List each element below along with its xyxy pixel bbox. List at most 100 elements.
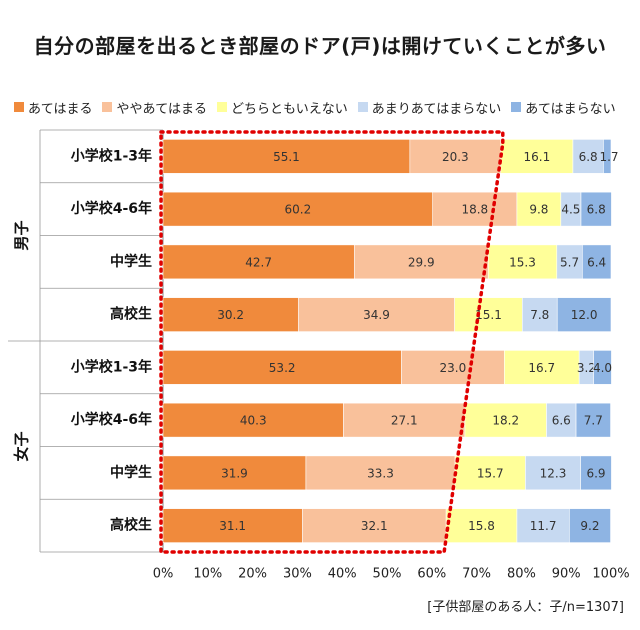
- data-label: 9.8: [529, 203, 548, 217]
- x-tick-label: 20%: [238, 567, 267, 582]
- data-label: 23.0: [439, 361, 466, 375]
- data-label: 55.1: [273, 150, 300, 164]
- bar-segment: [556, 297, 612, 332]
- bar-segment: [556, 244, 583, 280]
- data-label: 33.3: [367, 466, 394, 480]
- data-label: 18.2: [492, 414, 519, 428]
- legend-swatch: [357, 102, 368, 112]
- x-tick-label: 70%: [462, 567, 491, 582]
- data-label: 15.8: [468, 519, 495, 533]
- bar-segment: [162, 297, 299, 332]
- data-label: 6.8: [579, 150, 598, 164]
- bar-segment: [409, 139, 502, 174]
- data-label: 31.1: [219, 519, 246, 533]
- x-tick-label: 40%: [328, 567, 357, 582]
- data-label: 7.8: [530, 308, 549, 322]
- x-tick-label: 100%: [592, 567, 629, 582]
- bar-segment: [580, 455, 612, 491]
- category-label: 小学校4-6年: [71, 200, 152, 217]
- bar-segment: [504, 350, 580, 385]
- legend-item: ややあてはまる: [102, 98, 207, 117]
- bar-segment: [162, 244, 355, 280]
- legend-item: どちらともいえない: [216, 98, 348, 117]
- data-label: 4.0: [593, 361, 612, 375]
- data-label: 6.9: [586, 466, 605, 480]
- data-label: 6.6: [552, 414, 571, 428]
- legend-label: あてはまらない: [525, 101, 616, 117]
- bar-segment: [297, 297, 455, 332]
- bar-segment: [572, 139, 604, 174]
- data-label: 31.9: [221, 466, 248, 480]
- x-tick-label: 0%: [153, 567, 174, 582]
- data-label: 15.7: [477, 466, 504, 480]
- legend-swatch: [216, 102, 227, 112]
- legend-label: どちらともいえない: [230, 101, 348, 117]
- bar-segment: [162, 508, 303, 543]
- x-tick-label: 60%: [417, 567, 446, 582]
- legend-label: ややあてはまる: [116, 101, 207, 117]
- group-label: 女子: [13, 431, 31, 461]
- bar-segment: [302, 508, 447, 543]
- legend-swatch: [14, 102, 24, 112]
- bar-segment: [162, 402, 344, 438]
- data-label: 12.0: [571, 308, 598, 322]
- bar-segment: [521, 297, 558, 332]
- data-label: 15.3: [509, 255, 536, 269]
- data-label: 16.1: [523, 150, 550, 164]
- data-label: 42.7: [245, 255, 272, 269]
- group-label: 男子: [13, 220, 31, 250]
- legend-item: あてはまる: [14, 98, 92, 117]
- bar-segment: [445, 508, 518, 543]
- bar-segment: [582, 244, 612, 280]
- category-label: 小学校1-3年: [71, 147, 152, 164]
- chart-title: 自分の部屋を出るとき部屋のドア(戸)は開けていくことが多い: [33, 34, 607, 58]
- bar-segment: [432, 191, 518, 227]
- bar-segment: [401, 350, 505, 385]
- data-label: 6.8: [587, 203, 606, 217]
- bar-segment: [162, 139, 411, 174]
- bar-segment: [593, 350, 612, 385]
- data-label: 53.2: [269, 361, 296, 375]
- legend-label: あまりあてはまらない: [371, 101, 502, 117]
- bar-segment: [500, 139, 574, 174]
- bar-segment: [580, 191, 612, 227]
- bar-segment: [575, 402, 611, 438]
- bar-segment: [162, 191, 433, 227]
- data-label: 34.9: [363, 308, 390, 322]
- data-label: 3.2: [577, 361, 596, 375]
- legend-swatch: [511, 102, 522, 112]
- category-label: 中学生: [110, 464, 152, 481]
- category-label: 高校生: [110, 517, 152, 534]
- bar-segment: [454, 455, 526, 491]
- bar-segment: [162, 455, 307, 491]
- bar-segment: [162, 350, 402, 385]
- x-tick-label: 50%: [373, 567, 402, 582]
- data-label: 32.1: [361, 519, 388, 533]
- bar-segment: [525, 455, 581, 491]
- bar-segment: [353, 244, 489, 280]
- legend-label: あてはまる: [28, 101, 93, 117]
- x-tick-label: 30%: [283, 567, 312, 582]
- data-label: 11.7: [530, 519, 557, 533]
- data-label: 15.1: [475, 308, 502, 322]
- data-label: 6.4: [587, 255, 606, 269]
- x-tick-label: 80%: [507, 567, 536, 582]
- bar-segment: [569, 508, 611, 543]
- legend-item: あてはまらない: [511, 98, 616, 117]
- bar-segment: [603, 139, 612, 174]
- x-tick-label: 10%: [193, 567, 222, 582]
- data-label: 27.1: [391, 414, 418, 428]
- data-label: 9.2: [580, 519, 599, 533]
- bar-segment: [454, 297, 523, 332]
- data-label: 30.2: [217, 308, 244, 322]
- data-label: 1.7: [599, 150, 618, 164]
- data-label: 20.3: [442, 150, 469, 164]
- data-label: 12.3: [540, 466, 567, 480]
- data-label: 60.2: [284, 203, 311, 217]
- legend: あてはまる ややあてはまる どちらともいえない あまりあてはまらない あてはまらない: [14, 96, 634, 118]
- data-label: 29.9: [408, 255, 435, 269]
- source-note: [子供部屋のある人：子/n=1307]: [427, 600, 624, 615]
- data-label: 7.7: [584, 414, 603, 428]
- data-label: 4.5: [561, 203, 580, 217]
